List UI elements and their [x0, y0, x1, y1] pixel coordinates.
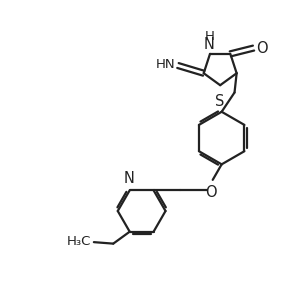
Text: O: O — [256, 40, 268, 56]
Text: H₃C: H₃C — [67, 235, 92, 248]
Text: H: H — [205, 30, 214, 44]
Text: N: N — [204, 38, 215, 52]
Text: HN: HN — [156, 58, 176, 70]
Text: O: O — [206, 185, 217, 200]
Text: S: S — [215, 94, 225, 109]
Text: N: N — [124, 171, 134, 186]
